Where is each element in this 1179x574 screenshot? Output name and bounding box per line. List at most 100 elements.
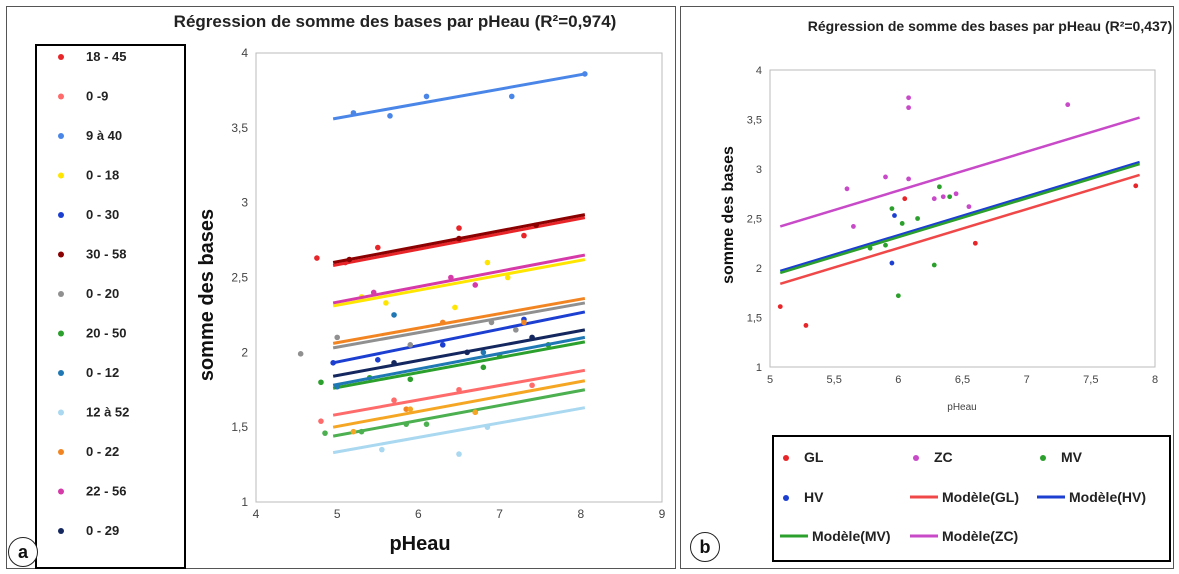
data-point [883, 242, 888, 248]
data-point [1065, 102, 1071, 108]
legend-label: 0 - 29 [86, 523, 119, 538]
data-point [375, 357, 381, 363]
legend-label: 22 - 56 [86, 484, 126, 499]
data-point [456, 386, 462, 393]
data-point [867, 245, 873, 251]
data-point [350, 428, 357, 435]
data-point [931, 262, 937, 268]
data-point [346, 256, 353, 263]
y-tick-label: 3 [756, 164, 762, 176]
data-point [484, 424, 491, 430]
y-tick-label: 2,5 [231, 271, 248, 285]
data-point [464, 349, 470, 356]
legend-marker [783, 495, 789, 501]
legend-label: Modèle(GL) [942, 489, 1019, 505]
data-point [423, 421, 430, 427]
legend-marker [1040, 455, 1046, 461]
data-point [484, 259, 491, 266]
regression-line [332, 216, 586, 268]
data-point [403, 406, 410, 413]
x-tick-label: 6,5 [955, 374, 970, 386]
data-point [508, 93, 515, 100]
data-point [582, 71, 588, 77]
x-tick-label: 8 [577, 507, 584, 521]
data-point [423, 93, 430, 100]
legend-label: 0 - 22 [86, 444, 119, 459]
regression-line [332, 72, 586, 121]
data-point [931, 196, 937, 202]
legend-marker [58, 172, 64, 179]
y-tick-label: 3,5 [231, 121, 248, 135]
data-point [529, 382, 535, 389]
data-point [456, 235, 462, 242]
y-tick-label: 3 [241, 196, 248, 210]
data-point [383, 300, 389, 306]
data-point [318, 418, 324, 424]
regression-line [332, 310, 586, 365]
data-point [889, 206, 895, 212]
panel-a-frame [6, 6, 676, 569]
y-axis-label-a: somme des bases [196, 209, 218, 381]
data-point [407, 406, 414, 413]
data-point [915, 216, 920, 221]
data-point [895, 293, 901, 299]
y-tick-label: 2 [756, 263, 762, 275]
y-tick-label: 2 [241, 345, 248, 359]
data-point [330, 360, 336, 366]
y-tick-label: 1 [241, 495, 248, 509]
data-point [480, 364, 487, 371]
legend-label: Modèle(HV) [1069, 489, 1146, 505]
y-tick-label: 1,5 [747, 313, 762, 325]
x-tick-label: 5,5 [827, 374, 842, 386]
legend-label: Modèle(ZC) [942, 528, 1018, 544]
legend-label: 18 - 45 [86, 49, 126, 64]
data-point [334, 334, 341, 341]
data-point [521, 232, 527, 239]
regression-line [332, 258, 586, 308]
x-tick-label: 7,5 [1083, 374, 1098, 386]
data-point [391, 397, 397, 404]
data-point [940, 194, 946, 200]
legend-label: 0 - 30 [86, 207, 119, 222]
data-point [851, 224, 856, 229]
panel-label-b: b [690, 532, 720, 562]
data-point [529, 334, 535, 341]
x-tick-label: 7 [1024, 374, 1030, 386]
legend-label: 0 - 12 [86, 365, 119, 380]
legend-label: 20 - 50 [86, 326, 126, 341]
data-point [488, 319, 495, 326]
y-tick-label: 4 [241, 46, 248, 60]
data-point [899, 221, 905, 226]
legend-label: Modèle(MV) [812, 528, 891, 544]
regression-line [332, 328, 586, 378]
data-point [1133, 183, 1139, 189]
x-tick-label: 8 [1152, 374, 1158, 386]
data-point [350, 110, 357, 116]
legend-marker [783, 455, 789, 461]
data-point [906, 176, 911, 182]
legend-marker [58, 449, 64, 455]
legend-marker [58, 291, 64, 297]
regression-line [332, 340, 586, 390]
legend-label: 30 - 58 [86, 247, 126, 262]
model-line [779, 173, 1140, 286]
panel-label-a: a [8, 537, 38, 567]
data-point [906, 105, 911, 111]
chart-title-a: Régression de somme des bases par pHeau … [174, 12, 617, 31]
data-point [358, 428, 365, 435]
data-point [953, 191, 959, 197]
data-point [777, 304, 783, 310]
regression-line [332, 296, 586, 345]
legend-marker [58, 409, 64, 416]
legend-label: 9 à 40 [86, 128, 122, 143]
x-axis-label-b: pHeau [947, 402, 976, 413]
x-tick-label: 6 [895, 374, 901, 386]
data-point [803, 323, 809, 328]
data-point [314, 255, 320, 261]
data-point [472, 282, 479, 288]
data-point [972, 240, 978, 246]
data-point [452, 304, 458, 311]
legend-label: 0 - 18 [86, 168, 119, 183]
legend-label: HV [804, 489, 824, 505]
